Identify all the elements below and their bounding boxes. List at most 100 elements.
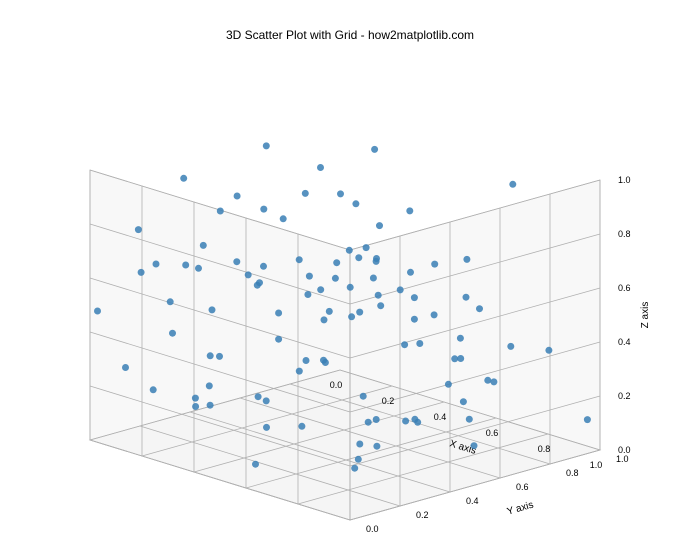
data-point xyxy=(245,271,252,278)
data-point xyxy=(431,311,438,318)
data-point xyxy=(233,258,240,265)
data-point xyxy=(216,353,223,360)
z-tick-label: 0.2 xyxy=(618,391,631,401)
data-point xyxy=(463,294,470,301)
data-point xyxy=(373,443,380,450)
chart-container: 3D Scatter Plot with Grid - how2matplotl… xyxy=(0,0,700,560)
data-point xyxy=(333,259,340,266)
y-tick-label: 1.0 xyxy=(616,454,629,464)
data-point xyxy=(296,368,303,375)
data-point xyxy=(584,416,591,423)
data-point xyxy=(94,308,101,315)
data-point xyxy=(122,364,129,371)
data-point xyxy=(256,279,263,286)
y-axis-label: Y axis xyxy=(506,500,535,518)
data-point xyxy=(356,441,363,448)
data-point xyxy=(304,291,311,298)
data-point xyxy=(260,206,267,213)
data-point xyxy=(507,343,514,350)
data-point xyxy=(209,306,216,313)
data-point xyxy=(376,222,383,229)
y-tick-label: 0.8 xyxy=(566,468,579,478)
data-point xyxy=(192,403,199,410)
data-point xyxy=(346,247,353,254)
x-tick-label: 0.2 xyxy=(382,396,395,406)
data-point xyxy=(484,377,491,384)
z-axis-label: Z axis xyxy=(640,302,651,329)
data-point xyxy=(180,175,187,182)
y-tick-label: 0.0 xyxy=(366,524,379,534)
data-point xyxy=(306,273,313,280)
data-point xyxy=(411,316,418,323)
data-point xyxy=(406,207,413,214)
x-tick-label: 1.0 xyxy=(590,460,603,470)
data-point xyxy=(275,336,282,343)
data-point xyxy=(445,381,452,388)
data-point xyxy=(317,286,324,293)
data-point xyxy=(397,286,404,293)
data-point xyxy=(217,208,224,215)
data-point xyxy=(471,442,478,449)
data-point xyxy=(150,386,157,393)
data-point xyxy=(490,378,497,385)
data-point xyxy=(298,423,305,430)
data-point xyxy=(280,215,287,222)
data-point xyxy=(371,146,378,153)
data-point xyxy=(356,309,363,316)
z-tick-label: 0.6 xyxy=(618,283,631,293)
data-point xyxy=(457,355,464,362)
data-point xyxy=(200,242,207,249)
data-point xyxy=(195,265,202,272)
scatter3d-plot: 0.00.20.40.60.81.00.00.20.40.60.81.00.00… xyxy=(0,0,700,560)
data-point xyxy=(373,255,380,262)
data-point xyxy=(260,263,267,270)
data-point xyxy=(352,200,359,207)
data-point xyxy=(355,456,362,463)
data-point xyxy=(138,269,145,276)
data-point xyxy=(375,292,382,299)
data-point xyxy=(360,393,367,400)
data-point xyxy=(351,465,358,472)
data-point xyxy=(348,313,355,320)
data-point xyxy=(463,256,470,263)
z-tick-label: 0.4 xyxy=(618,337,631,347)
data-point xyxy=(509,181,516,188)
data-point xyxy=(460,398,467,405)
data-point xyxy=(545,347,552,354)
data-point xyxy=(347,284,354,291)
data-point xyxy=(263,142,270,149)
data-point xyxy=(255,393,262,400)
data-point xyxy=(153,261,160,268)
data-point xyxy=(451,355,458,362)
data-point xyxy=(326,308,333,315)
data-point xyxy=(370,275,377,282)
data-point xyxy=(355,254,362,261)
data-point xyxy=(296,256,303,263)
data-point xyxy=(373,416,380,423)
data-point xyxy=(302,190,309,197)
y-tick-label: 0.6 xyxy=(516,482,529,492)
data-point xyxy=(365,419,372,426)
data-point xyxy=(402,418,409,425)
data-point xyxy=(206,382,213,389)
data-point xyxy=(407,269,414,276)
data-point xyxy=(401,341,408,348)
x-tick-label: 0.4 xyxy=(434,412,447,422)
data-point xyxy=(431,261,438,268)
z-tick-label: 1.0 xyxy=(618,175,631,185)
data-point xyxy=(135,226,142,233)
x-tick-label: 0.8 xyxy=(538,444,551,454)
data-point xyxy=(320,357,327,364)
x-tick-label: 0.0 xyxy=(330,380,343,390)
data-point xyxy=(411,294,418,301)
data-point xyxy=(169,330,176,337)
data-point xyxy=(321,316,328,323)
z-tick-label: 0.8 xyxy=(618,229,631,239)
data-point xyxy=(363,244,370,251)
data-point xyxy=(263,397,270,404)
data-point xyxy=(207,352,214,359)
data-point xyxy=(457,335,464,342)
data-point xyxy=(167,298,174,305)
data-point xyxy=(234,193,241,200)
data-point xyxy=(182,262,189,269)
